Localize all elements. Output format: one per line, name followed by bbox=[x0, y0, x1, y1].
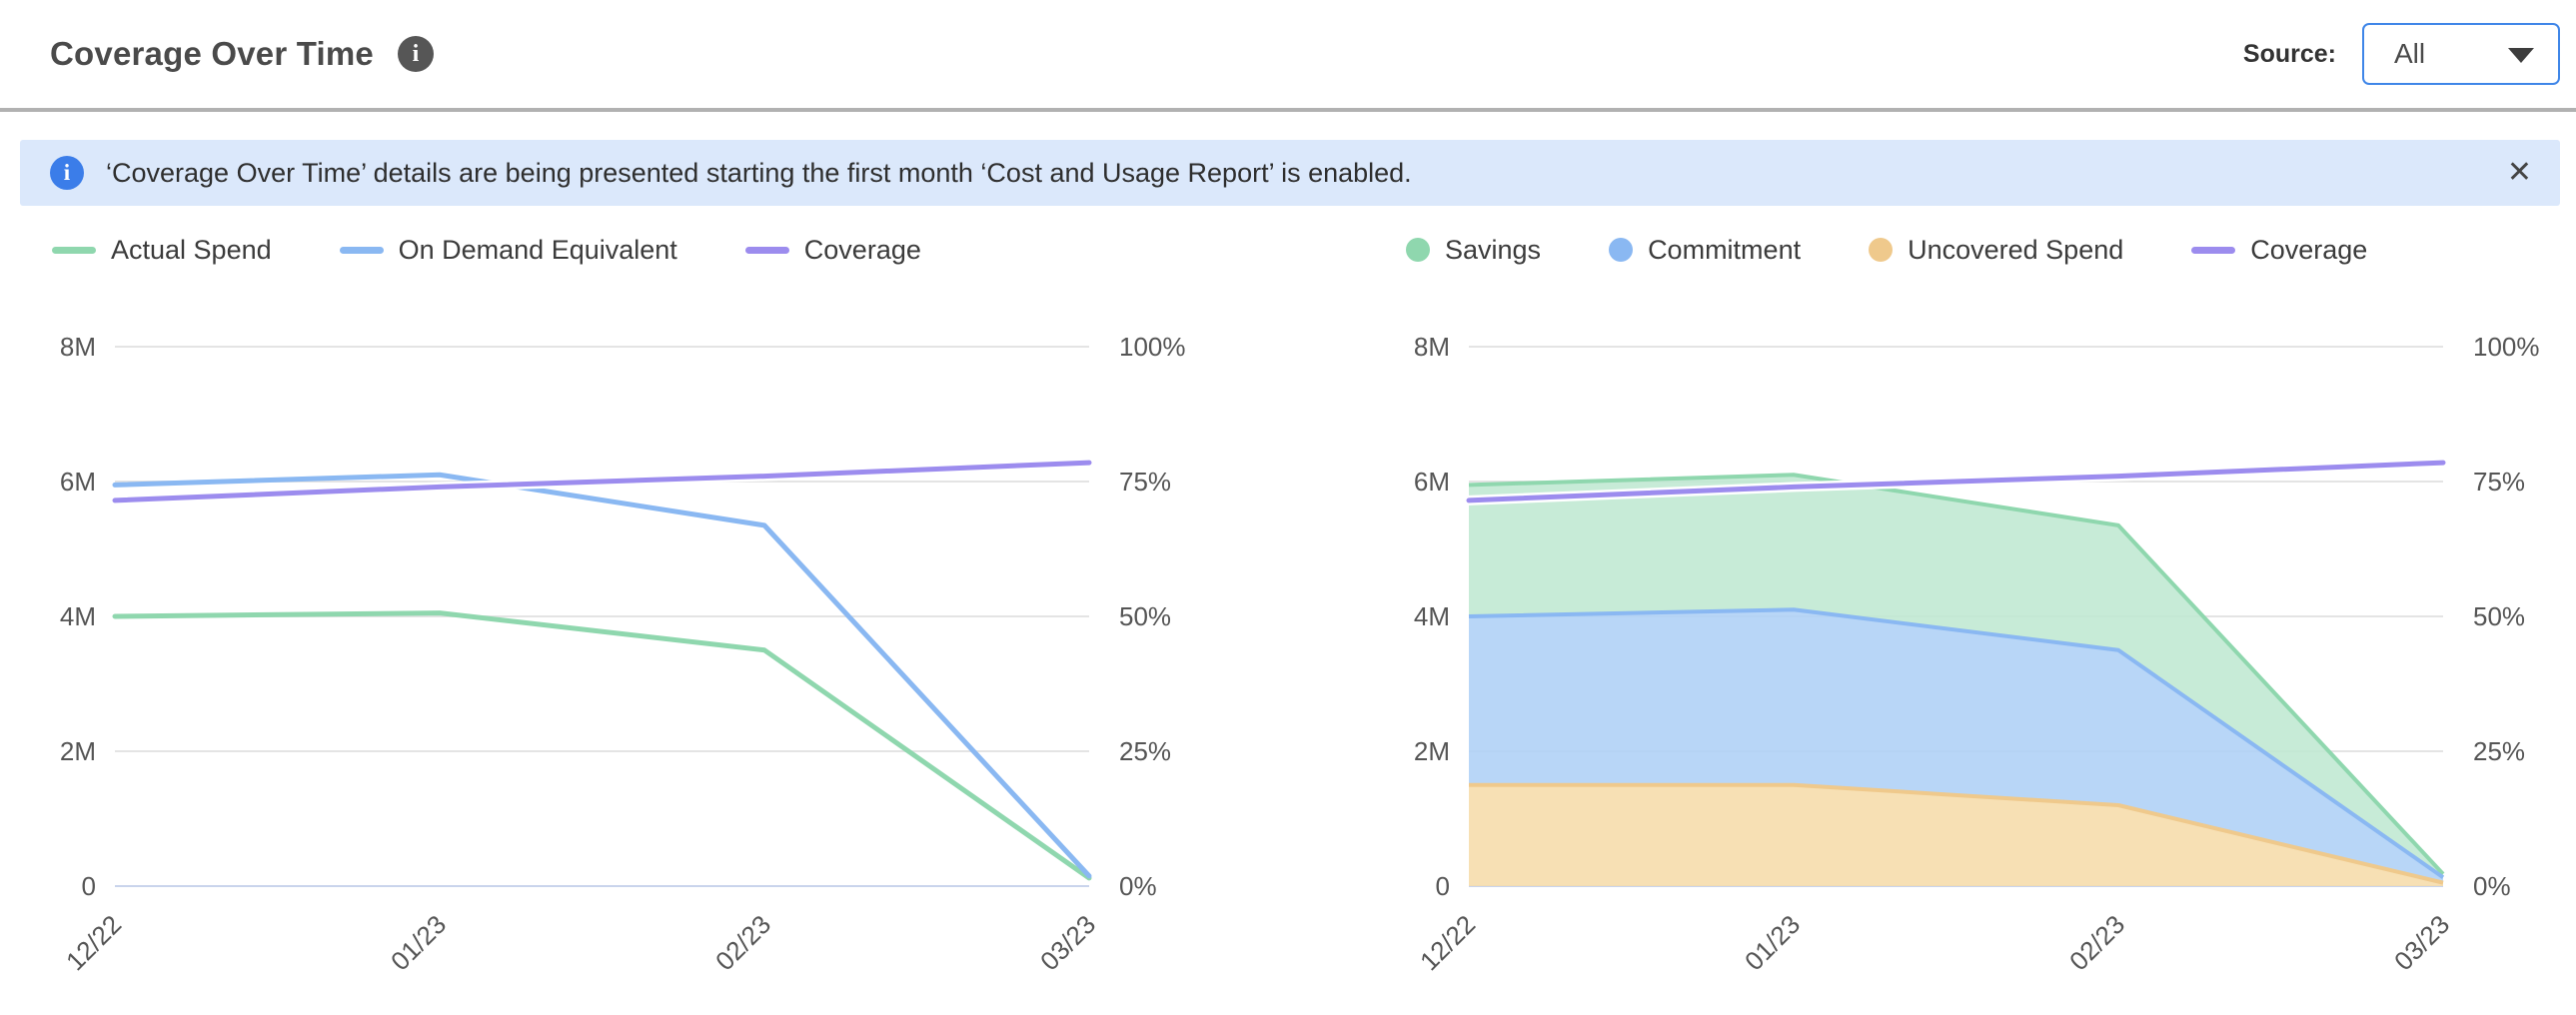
legend-line-icon bbox=[2191, 246, 2236, 254]
legend-dot-icon bbox=[1406, 238, 1430, 262]
banner-text: ‘Coverage Over Time’ details are being p… bbox=[106, 157, 1412, 188]
legend-item-coverage[interactable]: Coverage bbox=[2191, 235, 2367, 266]
legend-item-coverage[interactable]: Coverage bbox=[744, 234, 921, 266]
legend-label: On Demand Equivalent bbox=[398, 234, 677, 265]
axis-tick-label: 8M bbox=[1414, 332, 1450, 362]
charts-row: Actual Spend On Demand Equivalent Coverage… bbox=[30, 225, 2576, 1004]
source-dropdown[interactable]: All bbox=[2362, 23, 2560, 85]
legend-label: Actual Spend bbox=[111, 234, 272, 265]
axis-tick-label: 25% bbox=[2473, 736, 2525, 766]
legend-item-savings[interactable]: Savings bbox=[1406, 235, 1541, 266]
banner-close-icon[interactable]: ✕ bbox=[2506, 156, 2532, 189]
x-axis-label: 12/22 bbox=[60, 909, 127, 976]
legend-line-icon bbox=[339, 246, 384, 254]
x-axis-label: 03/23 bbox=[1034, 909, 1101, 976]
page-title: Coverage Over Time bbox=[50, 35, 374, 72]
axis-tick-label: 4M bbox=[60, 601, 96, 631]
axis-tick-label: 0 bbox=[82, 871, 96, 901]
axis-tick-label: 0% bbox=[1119, 871, 1157, 901]
source-dropdown-value: All bbox=[2394, 38, 2426, 69]
axis-tick-label: 25% bbox=[1119, 736, 1171, 766]
area-savings[interactable] bbox=[1469, 475, 2443, 878]
legend-line-icon bbox=[52, 246, 96, 254]
legend-line-icon bbox=[744, 246, 789, 254]
axis-tick-label: 2M bbox=[60, 736, 96, 766]
axis-tick-label: 100% bbox=[2473, 332, 2540, 362]
area-chart-legend: Savings Commitment Uncovered Spend Coverage bbox=[1384, 225, 2573, 275]
series-actual-spend[interactable] bbox=[112, 610, 1092, 881]
area-uncovered-spend[interactable] bbox=[1469, 784, 2443, 886]
line-chart-legend: Actual Spend On Demand Equivalent Coverage bbox=[30, 225, 1219, 275]
area-edge-uncovered-spend bbox=[1469, 782, 2444, 885]
series-on-demand-equivalent[interactable] bbox=[112, 472, 1092, 879]
coverage-line-chart-block: Actual Spend On Demand Equivalent Coverage… bbox=[30, 225, 1219, 1004]
banner-info-icon: i bbox=[50, 156, 84, 190]
x-axis-label: 03/23 bbox=[2388, 909, 2455, 976]
area-commitment[interactable] bbox=[1469, 609, 2443, 883]
series-coverage[interactable] bbox=[1466, 460, 2446, 504]
axis-tick-label: 50% bbox=[2473, 601, 2525, 631]
title-info-icon[interactable]: i bbox=[397, 36, 434, 72]
axis-tick-label: 75% bbox=[1119, 467, 1171, 497]
x-axis-label: 01/23 bbox=[1739, 909, 1806, 976]
legend-label: Coverage bbox=[2250, 234, 2368, 265]
axis-tick-label: 6M bbox=[1414, 467, 1450, 497]
x-axis-label: 02/23 bbox=[2063, 909, 2130, 976]
legend-item-actual-spend[interactable]: Actual Spend bbox=[52, 235, 272, 266]
axis-tick-label: 0 bbox=[1436, 871, 1450, 901]
source-label: Source: bbox=[2242, 39, 2336, 68]
x-axis-label: 01/23 bbox=[385, 909, 452, 976]
panel-header: Coverage Over Time i Source: All bbox=[0, 0, 2576, 112]
line-chart-canvas[interactable]: 8M 100% 6M 75% 4M 50% 2M 25% 0 0% 12/22 01/23 02/23 0… bbox=[30, 275, 1219, 1004]
axis-tick-label: 6M bbox=[60, 467, 96, 497]
legend-item-uncovered-spend[interactable]: Uncovered Spend bbox=[1869, 235, 2123, 266]
chevron-down-icon bbox=[2508, 48, 2534, 63]
series-coverage[interactable] bbox=[112, 460, 1092, 504]
axis-tick-label: 8M bbox=[60, 332, 96, 362]
axis-tick-label: 4M bbox=[1414, 601, 1450, 631]
legend-item-commitment[interactable]: Commitment bbox=[1609, 235, 1801, 266]
axis-tick-label: 100% bbox=[1119, 332, 1186, 362]
legend-item-on-demand-equivalent[interactable]: On Demand Equivalent bbox=[339, 234, 677, 266]
axis-tick-label: 75% bbox=[2473, 467, 2525, 497]
legend-label: Uncovered Spend bbox=[1908, 234, 2124, 265]
area-edge-commitment bbox=[1468, 607, 2445, 879]
legend-label: Commitment bbox=[1648, 234, 1802, 265]
legend-label: Coverage bbox=[803, 234, 921, 265]
info-banner: i ‘Coverage Over Time’ details are being… bbox=[20, 140, 2560, 206]
axis-tick-label: 0% bbox=[2473, 871, 2511, 901]
axis-tick-label: 2M bbox=[1414, 736, 1450, 766]
x-axis-label: 02/23 bbox=[709, 909, 776, 976]
source-filter: Source: All bbox=[2243, 23, 2560, 85]
legend-dot-icon bbox=[1869, 238, 1894, 262]
area-chart-canvas[interactable]: 8M 100% 6M 75% 4M 50% 2M 25% 0 0% 12/22 01/23 02/23 0… bbox=[1384, 275, 2573, 1004]
legend-label: Savings bbox=[1445, 234, 1542, 265]
axis-tick-label: 50% bbox=[1119, 601, 1171, 631]
coverage-area-chart-block: Savings Commitment Uncovered Spend Coverage… bbox=[1384, 225, 2573, 1004]
x-axis-label: 12/22 bbox=[1414, 909, 1481, 976]
area-edge-savings bbox=[1468, 473, 2445, 876]
legend-dot-icon bbox=[1609, 238, 1634, 262]
title-wrap: Coverage Over Time i bbox=[50, 35, 434, 73]
